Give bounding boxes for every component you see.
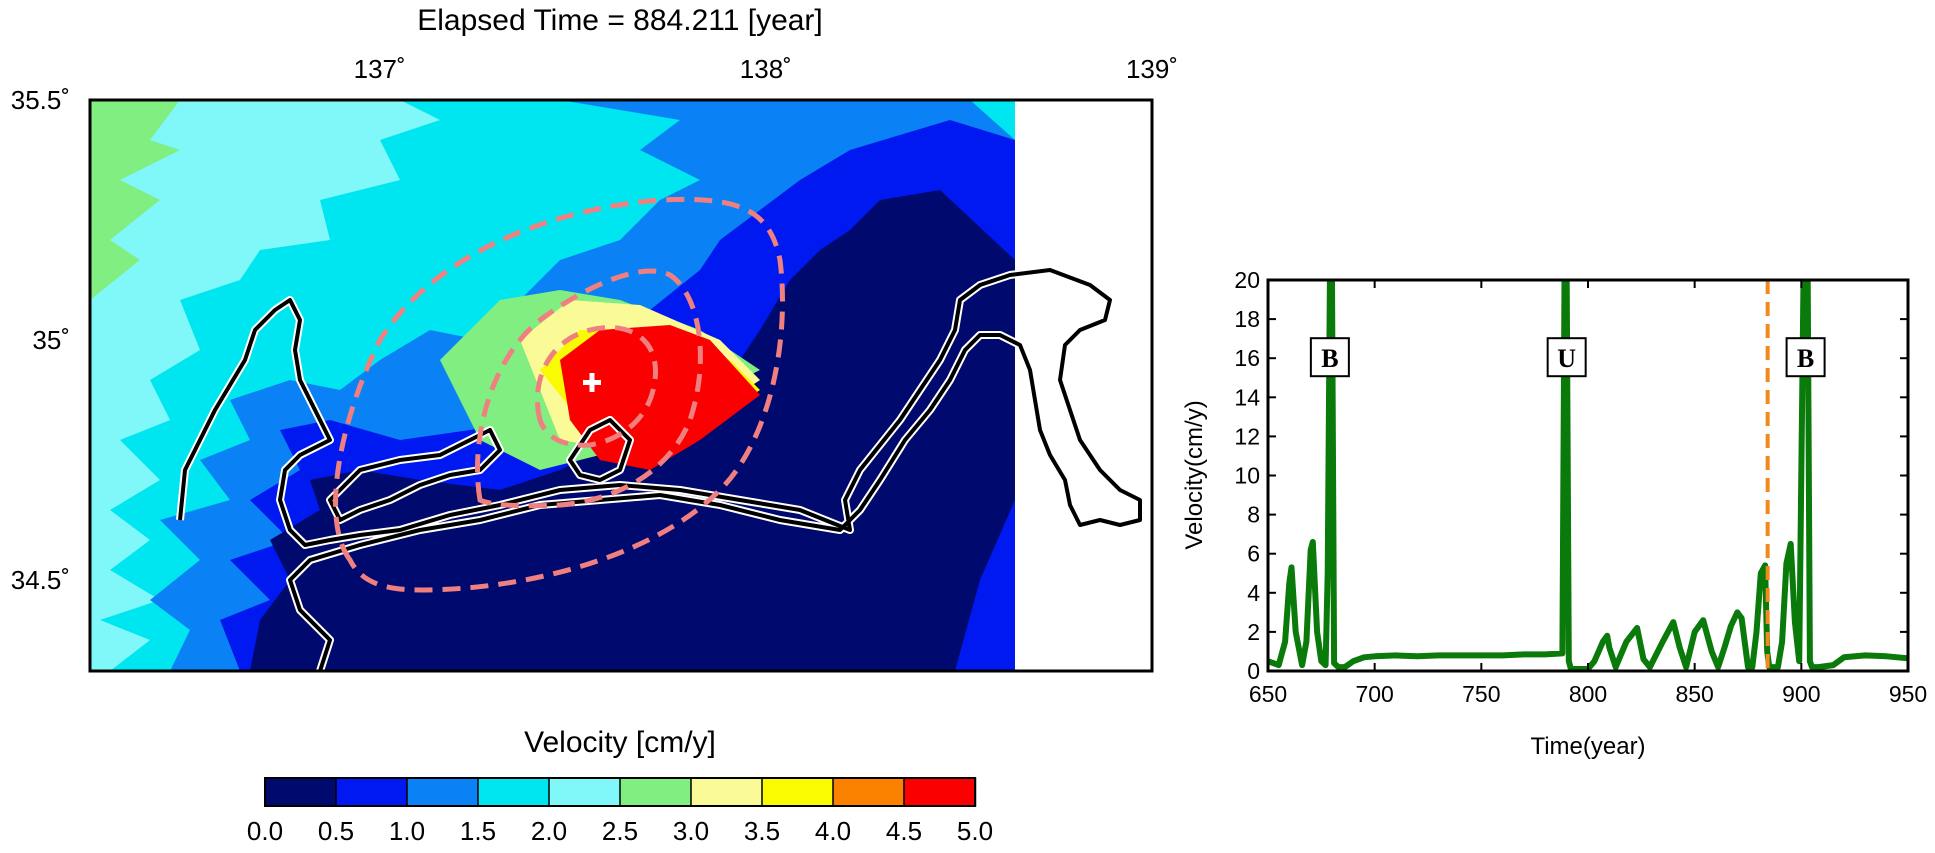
y-axis-label: Velocity(cm/y) (1181, 400, 1208, 549)
y-tick-label: 20 (1234, 267, 1260, 293)
colorbar-swatch (619, 777, 693, 807)
y-tick-label: 18 (1234, 306, 1260, 332)
event-label: U (1557, 344, 1576, 373)
lon-tick-label: 139˚ (1126, 54, 1178, 84)
event-label-box (1546, 337, 1587, 378)
cross-icon (583, 373, 601, 392)
map-panel: Elapsed Time = 884.211 [year] 137˚ 1 (11, 4, 1178, 673)
colorbar-swatch (903, 777, 977, 807)
y-tick-label: 4 (1247, 580, 1260, 606)
colorbar-swatch (548, 777, 622, 807)
colorbar-tick-label: 5.0 (957, 816, 993, 846)
colorbar-swatch (477, 777, 551, 807)
lon-tick-label: 137˚ (354, 54, 406, 84)
colorbar-swatch (335, 777, 409, 807)
colorbar-tick-label: 3.5 (744, 816, 780, 846)
x-tick-label: 700 (1355, 681, 1393, 707)
contour-inner (534, 324, 659, 448)
colorbar-tick-label: 0.5 (318, 816, 354, 846)
event-label-box (1785, 337, 1826, 378)
x-tick-label: 650 (1249, 681, 1287, 707)
colorbar-tick-label: 0.0 (247, 816, 283, 846)
time-series-chart: 650 700 750 800 850 900 950 0 2 4 6 8 10 12 14 16 18 20 B… (1181, 267, 1927, 760)
event-label: B (1321, 344, 1338, 373)
y-tick-label: 10 (1234, 463, 1260, 489)
lat-tick-label: 34.5˚ (11, 565, 70, 595)
colorbar-tick-label: 3.0 (673, 816, 709, 846)
map-frame (88, 98, 1154, 673)
contour-middle (475, 268, 703, 509)
y-tick-label: 6 (1247, 541, 1260, 567)
event-label: B (1797, 344, 1814, 373)
map-ticks: 137˚ 138˚ 139˚ 35.5˚ 35˚ 34.5˚ (11, 54, 1178, 595)
colorbar-swatches (264, 777, 977, 807)
y-tick-label: 14 (1234, 384, 1260, 410)
colorbar-swatch (761, 777, 835, 807)
x-tick-label: 750 (1462, 681, 1500, 707)
colorbar-swatch (264, 777, 338, 807)
x-axis-label: Time(year) (1530, 733, 1645, 760)
coastline-inner (178, 268, 1142, 671)
band-green-west (90, 100, 180, 300)
map-title: Elapsed Time = 884.211 [year] (417, 4, 823, 37)
colorbar-swatch (406, 777, 480, 807)
x-tick-label: 950 (1889, 681, 1927, 707)
colorbar-tick-label: 4.5 (886, 816, 922, 846)
lat-tick-label: 35.5˚ (11, 85, 70, 115)
colorbar-tick-label: 1.0 (389, 816, 425, 846)
y-tick-label: 8 (1247, 502, 1260, 528)
map-field (90, 100, 1152, 671)
y-tick-label: 12 (1234, 423, 1260, 449)
velocity-series-line (1268, 280, 1908, 671)
colorbar-tick-label: 2.0 (531, 816, 567, 846)
x-tick-label: 800 (1569, 681, 1607, 707)
band-red (560, 325, 760, 470)
colorbar-swatch (832, 777, 906, 807)
y-tick-label: 16 (1234, 345, 1260, 371)
colorbar-tick-label: 2.5 (602, 816, 638, 846)
lat-tick-label: 35˚ (32, 325, 70, 355)
colorbar: Velocity [cm/y] 0.0 0.5 1.0 1.5 2.0 2.5 3.0 3.5… (247, 726, 993, 846)
colorbar-ticks: 0.0 0.5 1.0 1.5 2.0 2.5 3.0 3.5 4.0 4.5 5.0 (247, 816, 993, 846)
colorbar-swatch (690, 777, 764, 807)
y-tick-label: 0 (1247, 658, 1260, 684)
band-navy (250, 190, 1015, 671)
event-label-box (1309, 337, 1350, 378)
lon-tick-label: 138˚ (740, 54, 792, 84)
colorbar-tick-label: 4.0 (815, 816, 851, 846)
x-tick-label: 900 (1782, 681, 1820, 707)
colorbar-tick-label: 1.5 (460, 816, 496, 846)
x-tick-label: 850 (1675, 681, 1713, 707)
y-tick-label: 2 (1247, 619, 1260, 645)
colorbar-frame (264, 777, 976, 807)
colorbar-title: Velocity [cm/y] (524, 726, 716, 759)
contour-outer (333, 196, 785, 593)
ts-axes: 650 700 750 800 850 900 950 0 2 4 6 8 10 12 14 16 18 20 (1234, 267, 1927, 707)
